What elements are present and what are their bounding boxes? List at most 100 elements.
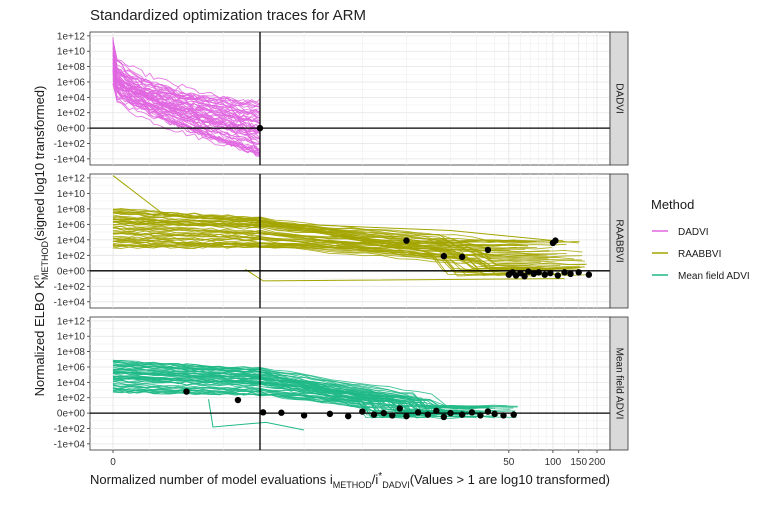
y-tick-label: 1e+06 [57,362,86,373]
converged-point [256,124,264,132]
converged-point [370,411,378,418]
y-tick-label: 0e+00 [57,266,86,277]
legend-entry-label: DADVI [678,227,709,238]
x-tick-label: 0 [110,457,116,468]
converged-points [403,237,593,280]
trace-group [112,37,261,158]
trace-line [112,68,261,150]
converged-points [183,388,517,421]
converged-point [300,412,308,419]
converged-point [403,237,410,244]
x-axis: 0 50 100 150 200 [110,450,606,468]
panel-grid [90,174,610,308]
trace-line [112,78,261,129]
converged-point [521,273,528,280]
facet-strip [609,173,629,309]
converged-point [484,408,492,415]
legend: Method DADVI RAABBVI Mean field ADVI [651,197,750,284]
converged-point [477,412,484,419]
y-tick-label: 1e+10 [57,189,86,200]
facet-panel-1: 1e+12 1e+10 1e+08 1e+06 1e+04 1e+02 0e+00 -1e+0… [54,173,629,309]
trace-line [112,55,261,125]
y-axis-title-segment: Normalized ELBO K [32,280,47,397]
converged-points [256,124,264,132]
y-tick-label: -1e+02 [54,282,86,293]
facet-strip [609,31,629,166]
converged-point [535,269,542,276]
y-tick-label: 0e+00 [57,124,86,135]
y-tick-labels: 1e+12 1e+10 1e+08 1e+06 1e+04 1e+02 0e+00 -1e+0… [54,173,90,308]
trace-line [112,65,261,130]
trace-line [112,37,261,156]
y-tick-labels: 1e+12 1e+10 1e+08 1e+06 1e+04 1e+02 0e+00 -1e+0… [54,316,90,450]
trace-line [245,268,565,282]
y-tick-label: 1e+08 [57,347,86,358]
trace-line [112,51,261,116]
y-tick-label: 1e+06 [57,77,86,88]
x-axis-title: Normalized number of model evaluations i… [90,471,610,490]
trace-line [112,55,261,133]
converged-point [585,271,593,278]
facet-strip [609,316,629,451]
y-tick-label: 1e+04 [57,235,86,246]
converged-point [552,237,559,244]
y-tick-labels: 1e+12 1e+10 1e+08 1e+06 1e+04 1e+02 0e+00 -1e+0… [54,31,90,165]
converged-point [458,411,466,418]
y-tick-label: 1e+12 [57,173,86,184]
converged-point [547,269,554,277]
y-tick-label: 1e+06 [57,220,86,231]
converged-point [491,410,498,418]
y-tick-label: 1e+10 [57,47,86,58]
y-tick-label: 0e+00 [57,409,86,420]
facet-strip-label: Mean field ADVI [613,348,624,420]
converged-point [278,409,285,416]
x-axis-title-segment: * [378,471,382,482]
facet-strip-label: RAABBVI [613,219,624,262]
converged-point [433,407,440,414]
y-axis-title-segment: (signed log10 transformed) [32,86,47,241]
legend-entry-label: Mean field ADVI [678,271,750,282]
legend-entry-label: RAABBVI [678,249,721,260]
x-axis-title-segment: (Values > 1 are log10 transformed) [410,472,610,487]
y-tick-label: 1e+02 [57,393,86,404]
x-axis-title-segment: DADVI [382,480,410,490]
converged-point [440,413,448,421]
converged-point [468,409,476,416]
panels-layer: 1e+12 1e+10 1e+08 1e+06 1e+04 1e+02 0e+00 -1e+0… [54,31,629,451]
y-tick-label: 1e+08 [57,62,86,73]
panel-background [89,31,611,166]
converged-point [575,269,582,276]
trace-line [112,51,261,135]
x-axis-title-text: Normalized number of model evaluations i… [90,471,610,490]
x-tick-label: 150 [570,457,587,468]
y-tick-label: 1e+04 [57,378,86,389]
y-tick-label: 1e+04 [57,93,86,104]
y-tick-label: 1e+10 [57,332,86,343]
converged-point [183,388,190,395]
converged-point [359,408,366,415]
y-axis-title-segment: METHOD [40,241,50,280]
y-axis-title: Normalized ELBO KnMETHOD(signed log10 tr… [31,86,50,397]
converged-point [389,412,396,419]
trace-line [112,72,261,105]
facet-panel-2: 1e+12 1e+10 1e+08 1e+06 1e+04 1e+02 0e+00 -1e+0… [54,316,629,451]
x-tick-label: 50 [503,457,515,468]
trace-line [112,68,261,117]
facet-strip-label: DADVI [613,83,624,114]
converged-point [567,270,574,278]
converged-point [500,412,507,419]
converged-point [403,412,410,420]
x-axis-title-segment: Normalized number of model evaluations i [90,472,333,487]
trace-line [112,62,261,123]
converged-point [447,409,454,417]
trace-line [112,77,261,132]
converged-point [530,270,537,278]
x-axis-title-segment: /i [372,472,379,487]
x-tick-label: 200 [589,457,606,468]
y-tick-label: -1e+02 [54,139,86,150]
y-tick-label: 1e+02 [57,108,86,119]
converged-point [554,272,562,279]
y-tick-label: 1e+12 [57,316,86,327]
